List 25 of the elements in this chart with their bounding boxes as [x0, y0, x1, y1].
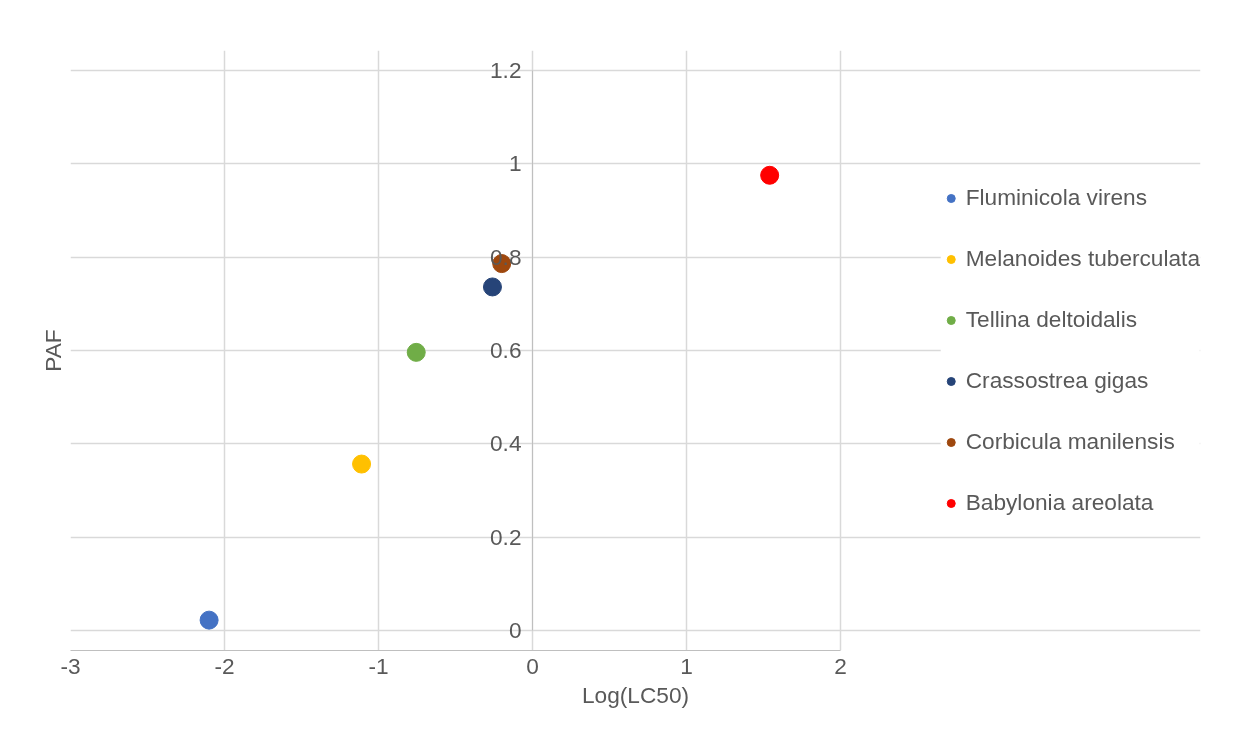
x-tick-label: 2: [834, 652, 847, 679]
x-axis-title: Log(LC50): [581, 681, 690, 708]
y-tick-label: 0.6: [490, 337, 522, 363]
legend-label: Crassostrea gigas: [965, 367, 1149, 394]
legend-label: Corbicula manilensis: [965, 428, 1175, 455]
x-tick-label: 0: [526, 652, 539, 679]
x-tick-label: -1: [368, 652, 389, 679]
legend-label: Tellina deltoidalis: [965, 306, 1138, 333]
legend-label: Melanoides tuberculata: [965, 245, 1200, 272]
y-tick-label: 0: [508, 617, 522, 644]
y-tick-label: 1.2: [490, 56, 522, 83]
y-axis-title: PAF: [39, 329, 66, 372]
point: [482, 277, 502, 297]
point: [760, 165, 780, 185]
point: [352, 454, 372, 474]
point: [199, 610, 219, 630]
legend-label: Fluminicola virens: [965, 184, 1148, 211]
y-tick-label: 1: [508, 150, 522, 177]
legend-label: Babylonia areolata: [965, 489, 1154, 516]
x-tick-label: 1: [680, 652, 693, 679]
x-tick-label: -3: [60, 652, 81, 679]
y-tick-label: 0.4: [490, 430, 522, 457]
point: [406, 342, 426, 362]
x-tick-label: -2: [214, 652, 235, 679]
y-tick-label: 0.2: [490, 523, 522, 550]
